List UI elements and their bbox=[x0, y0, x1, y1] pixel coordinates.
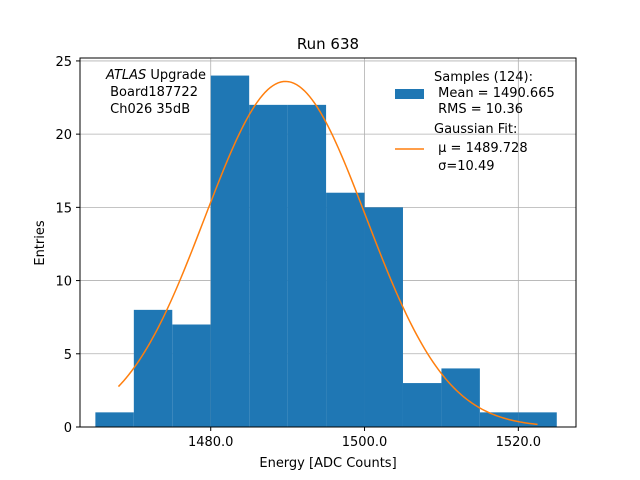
y-axis-label: Entries bbox=[33, 220, 48, 266]
x-tick-label: 1520.0 bbox=[496, 435, 542, 450]
histogram-bar bbox=[249, 104, 288, 427]
chart-title: Run 638 bbox=[297, 35, 359, 53]
x-tick-label: 1480.0 bbox=[188, 435, 234, 450]
legend-samples-mean: Mean = 1490.665 bbox=[434, 86, 555, 101]
histogram-bar bbox=[441, 368, 480, 427]
histogram-bar bbox=[518, 412, 557, 427]
annotation-atlas: ATLAS bbox=[105, 68, 146, 83]
legend-samples-rms: RMS = 10.36 bbox=[434, 102, 523, 117]
annotation-upgrade: Upgrade bbox=[146, 68, 206, 83]
legend-fit-sigma-sym: σ bbox=[434, 159, 446, 174]
histogram-bars bbox=[95, 75, 557, 428]
y-tick-label: 5 bbox=[64, 348, 72, 363]
y-tick-label: 10 bbox=[55, 275, 72, 290]
histogram-bar bbox=[95, 412, 134, 427]
y-tick-label: 15 bbox=[55, 201, 72, 216]
legend-fit-sigma-val: =10.49 bbox=[446, 159, 494, 174]
x-axis-label: Energy [ADC Counts] bbox=[259, 456, 396, 471]
y-tick-label: 25 bbox=[55, 55, 72, 70]
annotation-line-3: Ch026 35dB bbox=[106, 102, 190, 117]
legend-fit-mu-sym: μ bbox=[434, 141, 446, 156]
histogram-bar bbox=[326, 192, 365, 427]
y-tick-label: 20 bbox=[55, 128, 72, 143]
annotation-line-2: Board187722 bbox=[106, 85, 198, 100]
y-tick-label: 0 bbox=[64, 421, 72, 436]
legend-fit-title: Gaussian Fit: bbox=[434, 122, 517, 137]
legend-samples-title: Samples (124): bbox=[434, 70, 533, 85]
histogram-bar bbox=[210, 75, 250, 428]
histogram-bar bbox=[364, 207, 403, 427]
histogram-bar bbox=[172, 324, 211, 427]
histogram-bar bbox=[479, 412, 519, 427]
legend-fit-mu-val: = 1489.728 bbox=[446, 141, 527, 156]
plot-frame bbox=[79, 57, 577, 428]
x-tick-label: 1500.0 bbox=[342, 435, 388, 450]
annotation-line-1: ATLAS Upgrade bbox=[105, 68, 206, 83]
histogram-bar bbox=[402, 383, 442, 427]
legend-fit-sigma: σ=10.49 bbox=[434, 159, 494, 174]
legend-swatch-samples bbox=[395, 89, 424, 99]
legend-fit-mu: μ = 1489.728 bbox=[434, 141, 528, 156]
legend: Samples (124): Mean = 1490.665 RMS = 10.… bbox=[395, 70, 555, 174]
atlas-annotation: ATLAS Upgrade Board187722 Ch026 35dB bbox=[105, 68, 206, 117]
x-axis-ticks: 1480.0 1500.0 1520.0 bbox=[188, 427, 541, 450]
histogram-bar bbox=[287, 104, 327, 427]
histogram-bar bbox=[133, 309, 173, 427]
gaussian-fit-line bbox=[117, 80, 538, 426]
y-axis-ticks: 0 5 10 15 20 25 bbox=[55, 55, 80, 436]
